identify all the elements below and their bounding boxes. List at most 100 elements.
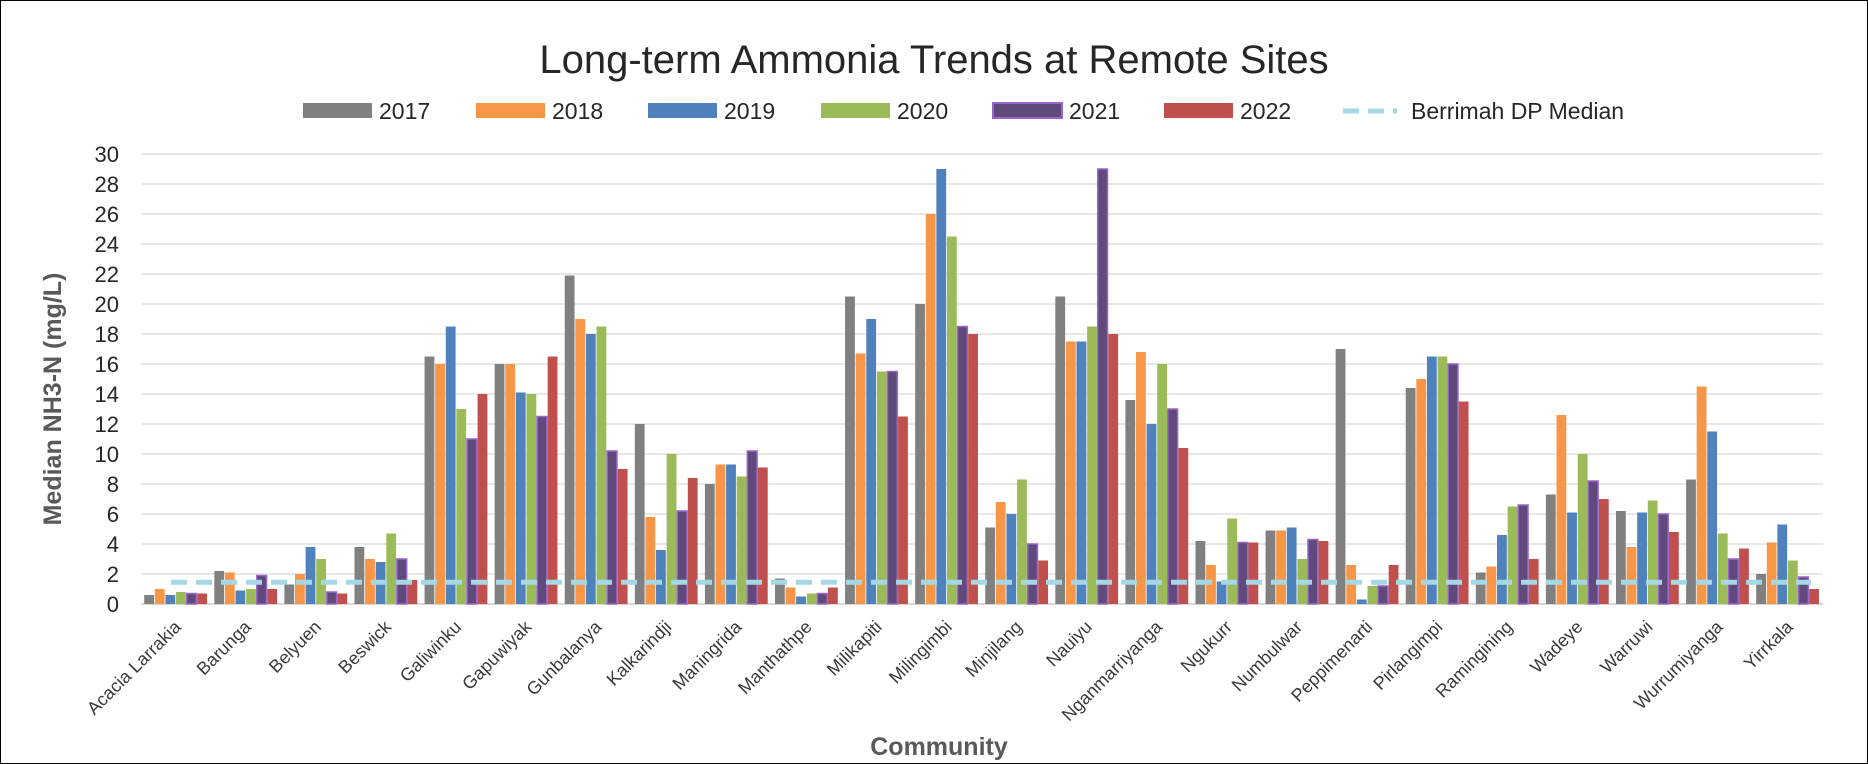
- bar-2020-beswick: [386, 533, 397, 604]
- bar-2017-milikapiti: [845, 296, 855, 604]
- bar-2022-wadeye: [1598, 499, 1609, 604]
- x-tick-label: Maningrida: [668, 616, 746, 694]
- bar-2022-beswick: [407, 580, 418, 604]
- bar-2019-gunbalanya: [585, 334, 596, 604]
- x-tick-label: Yirrkala: [1740, 616, 1798, 674]
- legend-item-2022: 2022: [1164, 98, 1291, 124]
- bar-2022-gapuwiyak: [547, 356, 558, 604]
- legend-label: 2021: [1069, 98, 1120, 124]
- bar-2020-acacia-larrakia: [176, 592, 186, 604]
- legend-item-2021: 2021: [992, 98, 1120, 124]
- bar-2019-belyuen: [305, 547, 316, 604]
- x-tick-label: Acacia Larrakia: [83, 616, 186, 719]
- bar-2020-yirrkala: [1787, 560, 1798, 604]
- y-tick-label: 26: [95, 202, 119, 227]
- bar-2017-gunbalanya: [564, 275, 575, 604]
- bar-2022-nganmarriyanga: [1178, 448, 1189, 604]
- bar-2017-wurrumiyanga: [1686, 479, 1696, 604]
- legend: 2017 2018 2019 2020 2021 2022 Berrimah DP Medi…: [303, 98, 1624, 124]
- bar-2018-ramingining: [1486, 566, 1497, 604]
- bar-2022-gunbalanya: [617, 469, 628, 604]
- legend-swatch: [992, 102, 1063, 119]
- bar-2020-galiwinku: [456, 409, 467, 604]
- x-tick-label: Galiwinku: [396, 617, 465, 686]
- bar-2020-ngukurr: [1227, 518, 1238, 604]
- x-tick-label: Beswick: [334, 616, 396, 678]
- bar-2019-nganmarriyanga: [1146, 424, 1157, 604]
- legend-swatch: [303, 103, 372, 118]
- bar-2017-ngukurr: [1195, 541, 1206, 604]
- x-axis-ticks: Acacia Larrakia Barunga Belyuen Beswick Gali…: [83, 616, 1797, 725]
- bar-2022-pirlangimpi: [1458, 401, 1469, 604]
- y-tick-label: 10: [95, 442, 119, 467]
- legend-swatch: [476, 103, 545, 118]
- y-tick-label: 4: [107, 532, 119, 557]
- y-axis-title: Median NH3-N (mg/L): [39, 273, 67, 526]
- bar-2022-maningrida: [757, 467, 768, 604]
- bar-2020-nauiyu: [1087, 326, 1097, 604]
- bar-2022-belyuen: [337, 593, 348, 604]
- bar-2020-peppimenarti: [1367, 586, 1378, 604]
- bar-2017-acacia-larrakia: [144, 595, 155, 604]
- bar-2018-milingimbi: [925, 214, 936, 604]
- bar-2018-kalkarindji: [645, 517, 656, 604]
- x-tick-label: Gapuwiyak: [458, 616, 536, 694]
- bar-2020-minjilang: [1017, 479, 1027, 604]
- bar-2021-milikapiti: [886, 370, 899, 605]
- y-tick-label: 20: [95, 292, 119, 317]
- bar-2021-galiwinku: [466, 438, 478, 605]
- bar-2019-peppimenarti: [1356, 599, 1367, 604]
- legend-label: 2019: [724, 98, 775, 124]
- legend-item-2019: 2019: [648, 98, 775, 124]
- bar-2017-wadeye: [1545, 494, 1556, 604]
- series-2022: [197, 334, 1819, 604]
- bar-2017-nauiyu: [1055, 296, 1066, 604]
- bar-2017-beswick: [354, 547, 365, 604]
- bar-2019-milingimbi: [936, 169, 947, 604]
- bar-2021-peppimenarti: [1377, 585, 1389, 605]
- bar-2017-yirrkala: [1756, 574, 1766, 604]
- bar-2019-wurrumiyanga: [1707, 431, 1718, 604]
- legend-swatch: [821, 103, 890, 118]
- legend-item-berrimah-dp-median: Berrimah DP Median: [1343, 98, 1624, 124]
- bar-2019-yirrkala: [1777, 524, 1788, 604]
- bar-2018-wurrumiyanga: [1696, 386, 1707, 604]
- bar-2019-acacia-larrakia: [165, 595, 176, 604]
- bar-2018-acacia-larrakia: [154, 589, 165, 604]
- bar-2017-galiwinku: [424, 356, 435, 604]
- bar-2019-numbulwar: [1286, 527, 1297, 604]
- bar-2021-numbulwar: [1307, 538, 1319, 605]
- y-tick-label: 16: [95, 352, 119, 377]
- legend-label: 2020: [897, 98, 948, 124]
- bar-2021-ngukurr: [1237, 541, 1249, 605]
- bar-2021-gapuwiyak: [536, 415, 548, 605]
- bar-2021-belyuen: [326, 591, 338, 605]
- bar-2021-manthathpe: [816, 592, 828, 605]
- bar-2019-minjilang: [1006, 514, 1017, 604]
- x-tick-label: Milikapiti: [823, 617, 886, 680]
- bar-2021-nauiyu: [1096, 168, 1109, 605]
- bar-2018-minjilang: [995, 502, 1006, 604]
- bar-2018-beswick: [365, 559, 375, 604]
- bar-2020-gunbalanya: [596, 326, 607, 604]
- bar-2018-gapuwiyak: [505, 364, 516, 604]
- bar-2020-warruwi: [1647, 500, 1658, 604]
- bar-2020-kalkarindji: [666, 454, 677, 604]
- legend-item-2020: 2020: [821, 98, 948, 124]
- bar-2021-kalkarindji: [676, 510, 688, 605]
- bar-2022-warruwi: [1668, 532, 1679, 604]
- series-2017: [144, 275, 1766, 604]
- x-tick-label: Ngukurr: [1177, 617, 1236, 676]
- bar-2018-yirrkala: [1766, 542, 1777, 604]
- bar-2022-yirrkala: [1809, 589, 1819, 604]
- series-2021: [185, 168, 1810, 605]
- bar-2020-wadeye: [1577, 454, 1588, 604]
- legend-label: Berrimah DP Median: [1411, 98, 1624, 124]
- y-tick-label: 0: [107, 592, 119, 617]
- x-tick-label: Pirlangimpi: [1369, 617, 1446, 694]
- bar-2022-ngukurr: [1248, 542, 1259, 604]
- x-tick-label: Manthathpe: [734, 617, 815, 698]
